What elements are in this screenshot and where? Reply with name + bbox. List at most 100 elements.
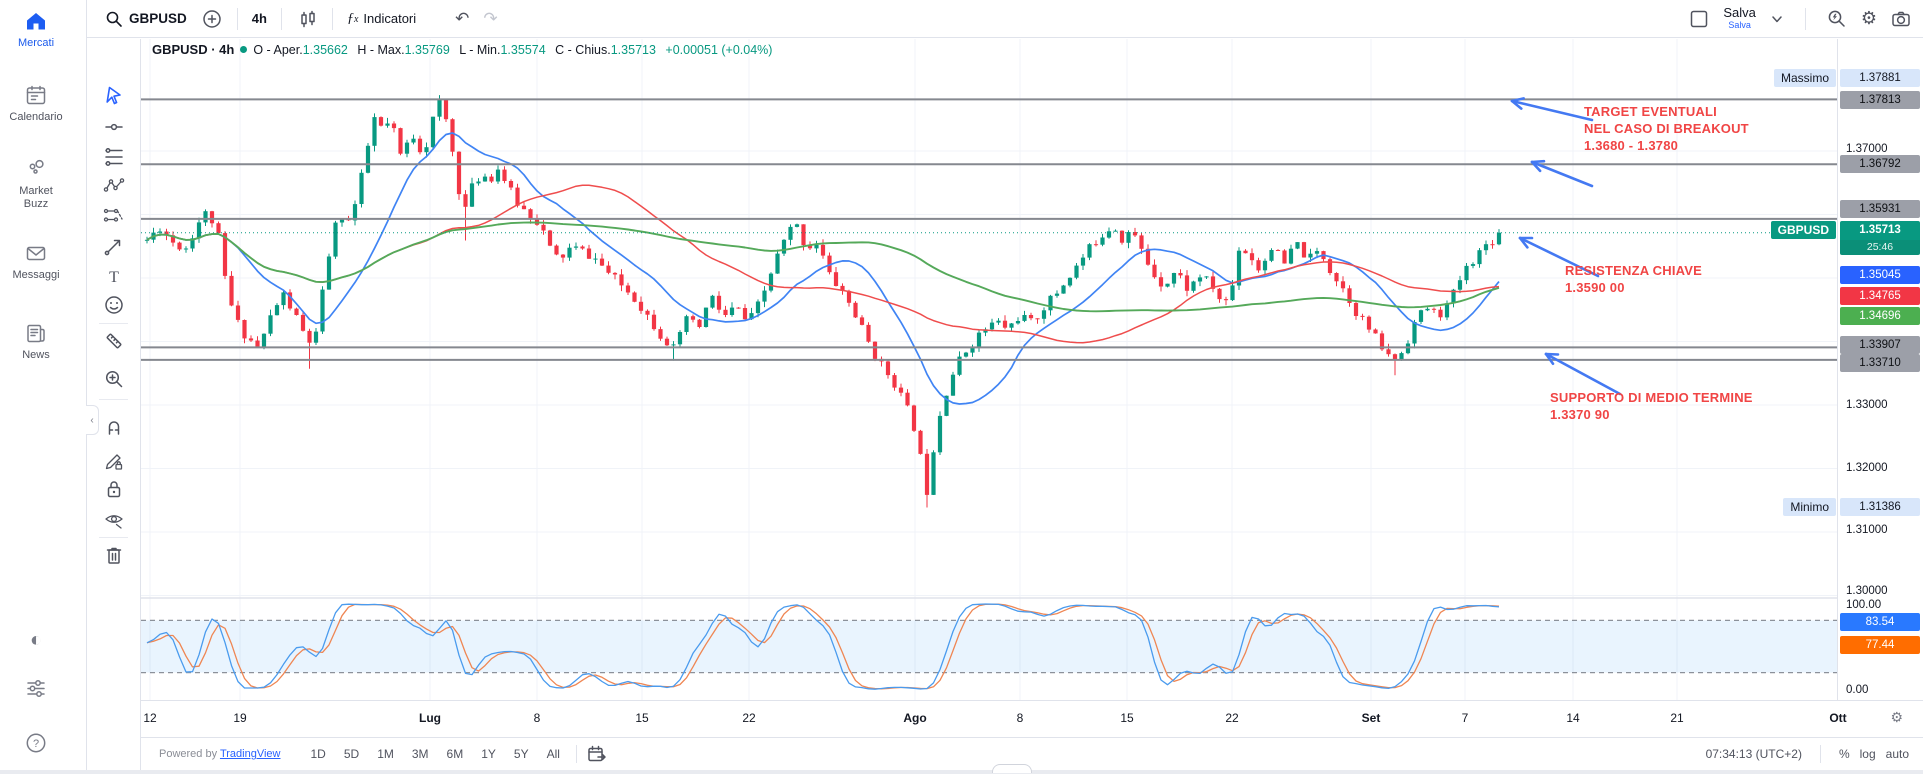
symbol-search-button[interactable]: GBPUSD: [97, 5, 194, 33]
sidebar-item-label: Mercati: [17, 37, 55, 49]
time-axis-label: 22: [1225, 711, 1239, 725]
bubbles-icon: [0, 156, 72, 182]
legend-ohlc: O - Aper.1.35662 H - Max.1.35769 L - Min…: [253, 42, 773, 57]
zoom-in-tool[interactable]: [98, 364, 130, 394]
price-axis-badge: 1.37881: [1840, 69, 1920, 87]
range-button-6m[interactable]: 6M: [446, 747, 464, 761]
arrow-tool[interactable]: [98, 231, 130, 261]
projection-tool[interactable]: [98, 200, 130, 230]
drawing-mode-lock-tool[interactable]: [98, 446, 130, 476]
emoji-tool[interactable]: [98, 290, 130, 320]
left-nav-rail: Mercati Calendario Market Buzz Messaggi N…: [0, 0, 87, 774]
price-axis-label: 1.30000: [1846, 585, 1888, 597]
price-axis[interactable]: 1.35713 25:46 1.37000 1.33000 1.32000 1.310…: [1837, 39, 1923, 700]
range-button-1y[interactable]: 1Y: [481, 747, 496, 761]
horizontal-level-lines: [141, 98, 1837, 361]
range-button-5y[interactable]: 5Y: [513, 747, 529, 761]
quick-search-icon[interactable]: [1825, 7, 1849, 31]
clock[interactable]: 07:34:13 (UTC+2): [1705, 747, 1802, 761]
price-axis-badge: 77.44: [1840, 636, 1920, 654]
price-axis-label: 100.00: [1846, 599, 1882, 611]
annotation-target[interactable]: TARGET EVENTUALI NEL CASO DI BREAKOUT 1.…: [1584, 104, 1749, 153]
symbol-label: GBPUSD: [129, 11, 187, 26]
go-to-date-icon[interactable]: [585, 742, 609, 766]
time-axis-label: 15: [635, 711, 649, 725]
layout-select-button[interactable]: [1687, 7, 1711, 31]
scale-button-percent[interactable]: %: [1838, 747, 1850, 761]
scale-button-auto[interactable]: auto: [1885, 747, 1909, 761]
cursor-tool[interactable]: [98, 81, 130, 111]
sidebar-item-news[interactable]: News: [0, 320, 72, 362]
legend-symbol[interactable]: GBPUSD · 4h: [152, 42, 235, 57]
price-axis-badge: 1.33710: [1840, 354, 1920, 372]
measure-tool[interactable]: [98, 326, 130, 356]
high-marker-label: Massimo: [1773, 69, 1836, 87]
time-axis-label: Lug: [419, 711, 441, 725]
calendar-icon: [0, 82, 72, 108]
pattern-tool[interactable]: [98, 171, 130, 201]
envelope-icon: [0, 240, 72, 266]
settings-sliders-icon[interactable]: [22, 674, 50, 702]
gear-icon[interactable]: ⚙: [1860, 8, 1877, 28]
trend-line-tool[interactable]: [98, 112, 130, 142]
sidebar-item-calendario[interactable]: Calendario: [0, 82, 72, 124]
hide-drawings-tool[interactable]: [98, 505, 130, 535]
time-axis-label: 8: [533, 711, 541, 725]
timezone-gear-icon[interactable]: ⚙: [1890, 709, 1903, 725]
bottom-toolbar: Powered by TradingView 1D 5D 1M 3M 6M 1Y 5Y All…: [141, 737, 1923, 770]
remove-drawings-tool[interactable]: [98, 540, 130, 570]
annotation-support[interactable]: SUPPORTO DI MEDIO TERMINE 1.3370 90: [1550, 390, 1753, 422]
redo-button[interactable]: ↷: [483, 9, 498, 28]
grid-lines: [141, 39, 1837, 700]
sidebar-item-messaggi[interactable]: Messaggi: [0, 240, 72, 282]
magnet-tool[interactable]: [98, 412, 130, 442]
price-axis-badge: 1.31386: [1840, 498, 1920, 516]
price-axis-label: 1.33000: [1846, 399, 1888, 411]
camera-snapshot-icon[interactable]: [1889, 7, 1913, 31]
fx-icon: ƒx: [346, 10, 359, 26]
chevron-down-icon[interactable]: [1768, 10, 1786, 28]
time-axis[interactable]: ⚙ 12 19 Lug 8 15 22 Ago 8 15 22 Set 7 14 21 Ott: [141, 700, 1923, 738]
time-axis-label: 7: [1461, 711, 1469, 725]
time-axis-label: 21: [1670, 711, 1684, 725]
text-tool[interactable]: T: [98, 262, 130, 292]
time-axis-label: 8: [1016, 711, 1024, 725]
sidebar-item-label: News: [22, 349, 50, 361]
range-button-3m[interactable]: 3M: [411, 747, 429, 761]
fib-retracement-tool[interactable]: [98, 142, 130, 172]
chart-canvas[interactable]: [141, 39, 1837, 700]
lock-all-tool[interactable]: [98, 474, 130, 504]
pane-collapse-tab[interactable]: [992, 764, 1032, 773]
theme-toggle-icon[interactable]: ◐: [29, 628, 43, 651]
annotation-resistance[interactable]: RESISTENZA CHIAVE 1.3590 00: [1565, 263, 1703, 295]
toolbar-separator: [1819, 745, 1821, 763]
annotation-arrows[interactable]: [1510, 97, 1622, 396]
help-icon[interactable]: ?: [22, 729, 50, 757]
price-axis-badge: 1.34696: [1840, 307, 1920, 325]
range-button-all[interactable]: All: [546, 747, 560, 761]
chart-pane[interactable]: [141, 39, 1837, 700]
indicators-button[interactable]: ƒx Indicatori: [340, 5, 423, 33]
plus-circle-icon: [203, 9, 221, 28]
range-button-1m[interactable]: 1M: [377, 747, 394, 761]
range-button-1d[interactable]: 1D: [310, 747, 326, 761]
tradingview-link[interactable]: TradingView: [219, 748, 281, 760]
interval-button[interactable]: 4h: [245, 5, 274, 33]
range-button-5d[interactable]: 5D: [343, 747, 360, 761]
ma-40-line: [146, 184, 1500, 344]
sidebar-item-mercati[interactable]: Mercati: [0, 8, 72, 50]
sidebar-item-label: Market Buzz: [19, 185, 53, 210]
toolbar-separator: [99, 537, 128, 538]
save-button[interactable]: Salva Salva: [1723, 6, 1756, 31]
price-axis-badge: 83.54: [1840, 613, 1920, 631]
panel-collapse-handle[interactable]: ‹: [86, 405, 99, 435]
toolbar-separator: [236, 7, 238, 30]
toolbar-separator: [99, 399, 128, 400]
undo-button[interactable]: ↶: [455, 9, 470, 28]
compare-add-button[interactable]: [194, 5, 230, 33]
scale-button-log[interactable]: log: [1859, 747, 1876, 761]
sidebar-item-market-buzz[interactable]: Market Buzz: [0, 156, 72, 211]
chart-legend: GBPUSD · 4h O - Aper.1.35662 H - Max.1.3…: [152, 42, 772, 57]
chart-style-button[interactable]: [289, 5, 325, 33]
